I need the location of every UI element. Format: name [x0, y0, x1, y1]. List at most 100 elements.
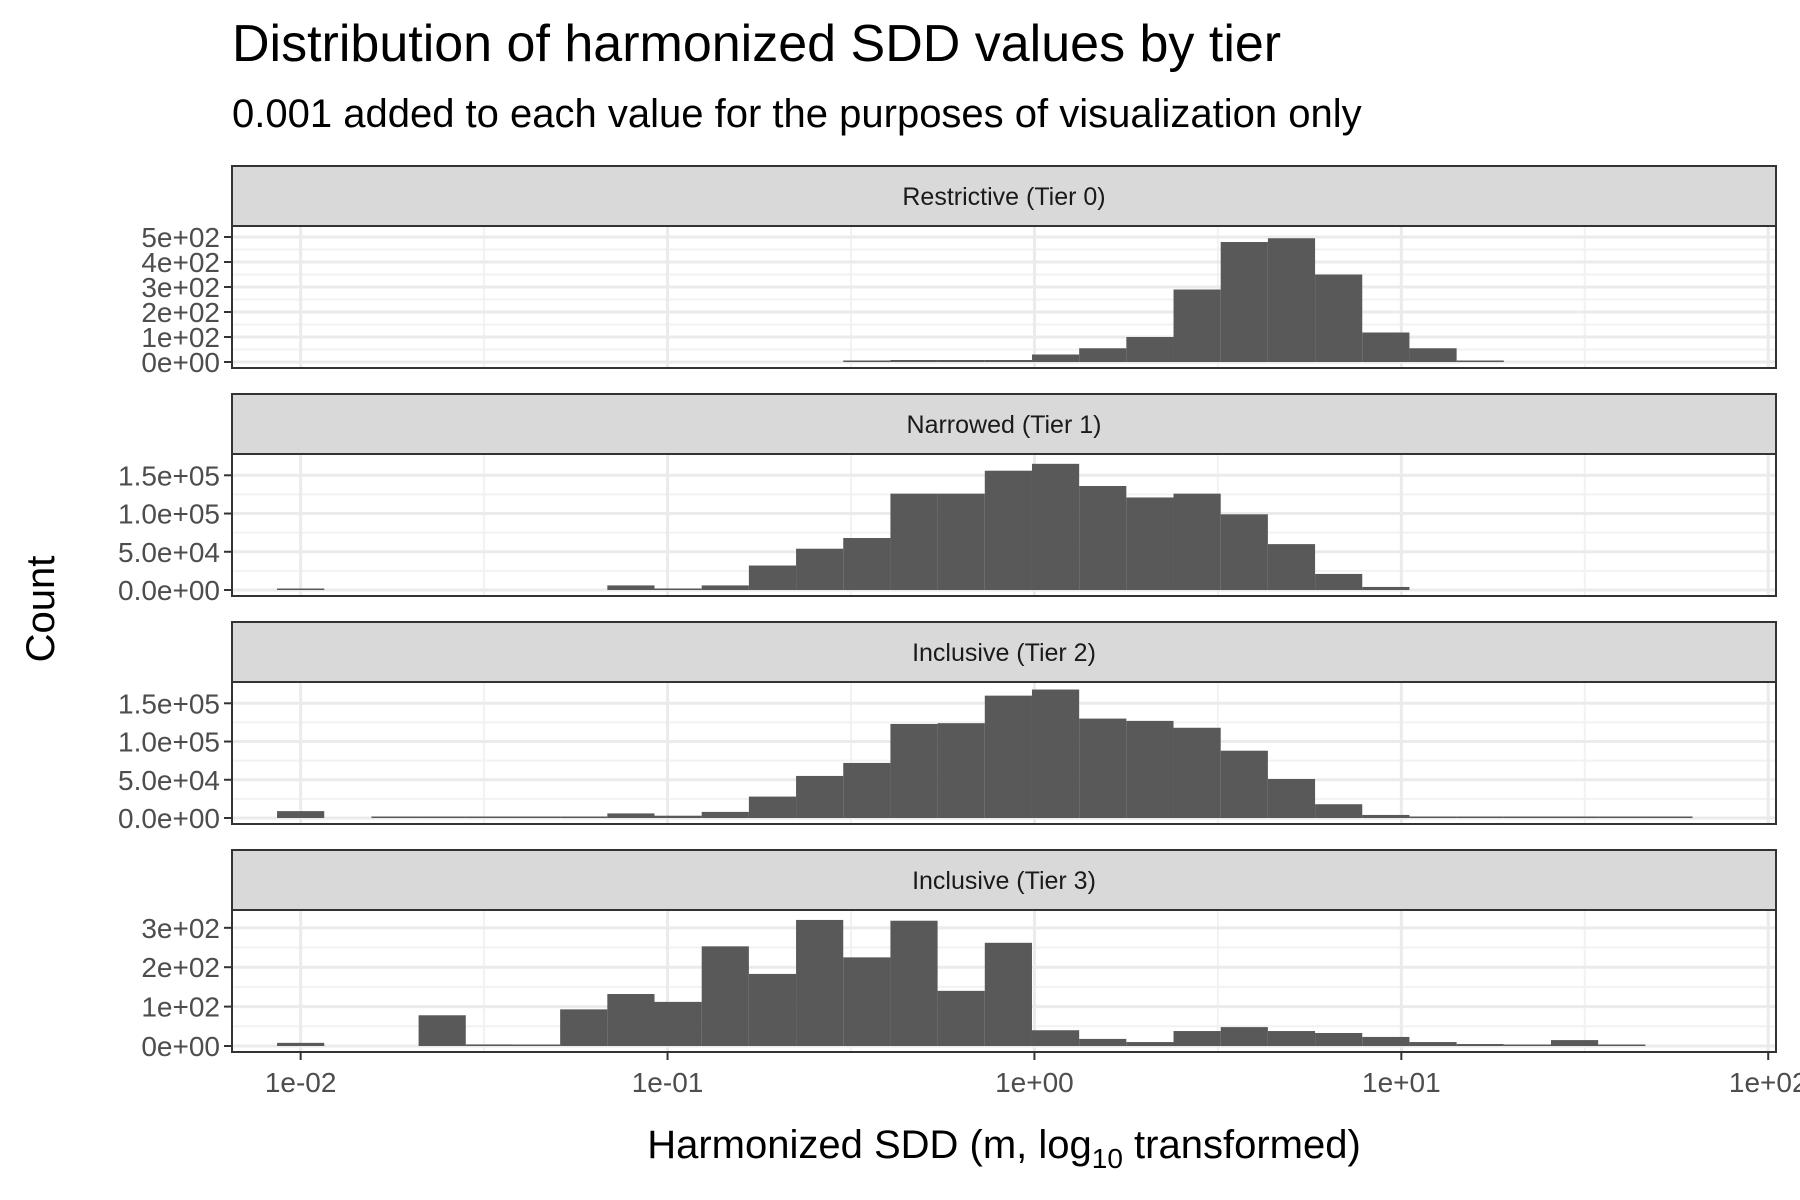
histogram-bar	[937, 360, 985, 362]
panel-background	[232, 226, 1776, 368]
panel-border	[231, 225, 1777, 369]
histogram-bar	[465, 816, 513, 818]
panel-border	[231, 909, 1777, 1053]
x-tick-label: 1e-02	[265, 1067, 337, 1098]
histogram-bar	[1079, 486, 1127, 590]
x-axis-title: Harmonized SDD (m, log10 transformed)	[647, 1123, 1361, 1174]
histogram-bar	[1362, 1036, 1410, 1046]
y-tick-label: 2e+02	[141, 297, 220, 328]
histogram-bar	[1126, 720, 1174, 818]
facet-label: Inclusive (Tier 2)	[912, 639, 1096, 667]
histogram-bar	[796, 548, 844, 590]
histogram-bar	[748, 796, 797, 818]
histogram-bar	[984, 360, 1032, 362]
histogram-bar	[1031, 463, 1080, 590]
histogram-bar	[1173, 289, 1221, 362]
histogram-bar	[984, 470, 1032, 590]
histogram-bar	[1126, 497, 1174, 590]
histogram-bar	[1079, 1038, 1127, 1046]
histogram-bar	[418, 816, 466, 818]
y-tick-label: 1.0e+05	[118, 727, 220, 758]
y-tick-label: 3e+02	[141, 913, 220, 944]
facet-strip	[231, 393, 1777, 455]
facet-label: Inclusive (Tier 3)	[912, 867, 1096, 895]
y-tick-label: 1.0e+05	[118, 499, 220, 530]
histogram-bar	[937, 723, 985, 818]
histogram-bar	[1173, 493, 1221, 590]
y-tick-label: 5.0e+04	[118, 537, 220, 568]
histogram-bar	[843, 538, 891, 590]
histogram-bar	[277, 588, 325, 590]
histogram-bar	[1220, 750, 1268, 818]
facet-label: Restrictive (Tier 0)	[902, 183, 1105, 211]
histogram-bar	[1031, 1030, 1080, 1046]
y-tick-label: 4e+02	[141, 247, 220, 278]
histogram-bar	[654, 815, 702, 818]
histogram-bar	[937, 990, 985, 1046]
histogram-bar	[1315, 274, 1363, 362]
histogram-bar	[843, 360, 891, 362]
histogram-bar	[607, 585, 655, 590]
histogram-bar	[1220, 242, 1268, 362]
histogram-bar	[701, 946, 749, 1046]
histogram-bar	[1409, 348, 1457, 362]
histogram-bar	[512, 1044, 561, 1046]
histogram-bar	[1267, 779, 1316, 818]
x-tick-label: 1e+00	[995, 1067, 1074, 1098]
histogram-bar	[1079, 718, 1127, 818]
y-tick-label: 0e+00	[141, 347, 220, 378]
histogram-bar	[560, 816, 608, 818]
histogram-bar	[465, 1044, 513, 1046]
facet-strip	[231, 849, 1777, 911]
histogram-bar	[1267, 238, 1316, 362]
histogram-bar	[1362, 332, 1410, 362]
facet-label: Narrowed (Tier 1)	[907, 411, 1102, 439]
y-tick-label: 5.0e+04	[118, 765, 220, 796]
histogram-bar	[1126, 337, 1174, 362]
y-tick-label: 1e+02	[141, 992, 220, 1023]
histogram-bar	[1220, 514, 1268, 590]
histogram-bar	[277, 811, 325, 818]
histogram-bar	[937, 493, 985, 590]
histogram-bar	[1315, 804, 1363, 818]
histogram-bar	[654, 1001, 702, 1046]
y-tick-label: 2e+02	[141, 952, 220, 983]
histogram-bar	[1456, 1044, 1504, 1046]
histogram-bar	[890, 360, 938, 362]
histogram-bar	[1267, 1031, 1316, 1046]
histogram-bar	[371, 816, 419, 818]
histogram-bar	[701, 585, 749, 590]
histogram-bar	[796, 919, 844, 1046]
histogram-bar	[890, 493, 938, 590]
histogram-bar	[1031, 354, 1080, 362]
histogram-bar	[512, 816, 561, 818]
chart-title: Distribution of harmonized SDD values by…	[232, 15, 1282, 73]
histogram-bar	[1315, 573, 1363, 590]
histogram-bar	[1362, 814, 1410, 818]
x-tick-label: 1e+02	[1729, 1067, 1800, 1098]
histogram-bar	[843, 957, 891, 1046]
histogram-bar	[1645, 816, 1693, 818]
histogram-bar	[607, 994, 655, 1046]
y-tick-label: 0.0e+00	[118, 803, 220, 834]
histogram-bar	[1079, 348, 1127, 362]
histogram-bar	[984, 695, 1032, 818]
histogram-bar	[1173, 727, 1221, 818]
y-tick-label: 3e+02	[141, 272, 220, 303]
histogram-bar	[748, 973, 797, 1046]
histogram-bar	[1409, 816, 1457, 818]
histogram-bar	[277, 1042, 325, 1046]
histogram-bar	[890, 920, 938, 1046]
facet-strip	[231, 621, 1777, 683]
y-axis-title: Count	[19, 556, 63, 663]
histogram-bar	[1362, 586, 1410, 590]
histogram-bar	[1598, 1044, 1646, 1046]
panel-border	[231, 453, 1777, 597]
histogram-bar	[843, 762, 891, 818]
histogram-bar	[1173, 1031, 1221, 1046]
histogram-bar	[560, 1009, 608, 1046]
histogram-bar	[1503, 816, 1551, 818]
histogram-bar	[607, 813, 655, 818]
y-tick-label: 1e+02	[141, 322, 220, 353]
